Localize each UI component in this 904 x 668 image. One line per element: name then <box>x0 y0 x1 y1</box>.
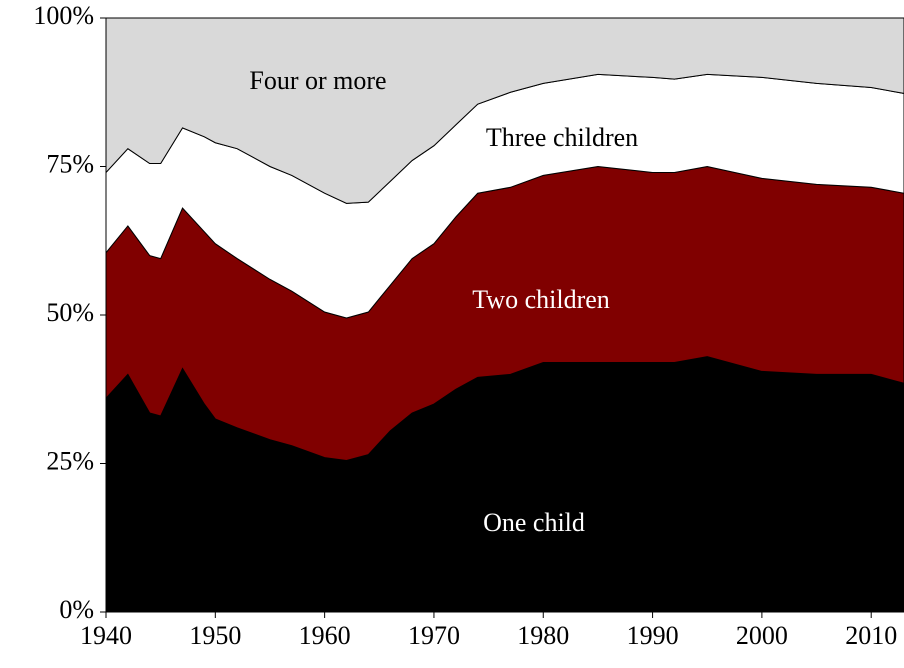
area-label: Two children <box>472 285 610 314</box>
x-tick-label: 1940 <box>80 621 132 650</box>
y-tick-label: 75% <box>46 149 94 178</box>
x-tick-label: 1970 <box>408 621 460 650</box>
x-tick-label: 2000 <box>736 621 788 650</box>
x-tick-label: 1990 <box>627 621 679 650</box>
area-label: Three children <box>486 123 638 152</box>
area-label: One child <box>483 508 585 537</box>
y-tick-label: 25% <box>46 446 94 475</box>
area <box>105 17 904 204</box>
x-tick-label: 1960 <box>299 621 351 650</box>
y-tick-label: 100% <box>33 1 94 30</box>
x-tick-label: 1980 <box>517 621 569 650</box>
x-tick-label: 2010 <box>845 621 897 650</box>
area-label: Four or more <box>249 66 386 95</box>
x-tick-label: 1950 <box>189 621 241 650</box>
y-tick-label: 0% <box>59 595 94 624</box>
y-tick-label: 50% <box>46 298 94 327</box>
